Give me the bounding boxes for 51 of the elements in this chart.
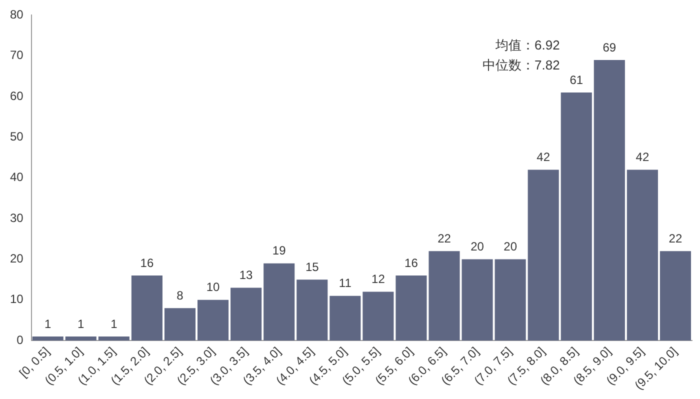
bar [362,292,394,341]
data-label: 22 [438,231,452,246]
data-label: 11 [338,276,352,290]
data-label: 69 [602,40,616,54]
y-tick-label: 20 [10,252,24,266]
bar [131,276,162,341]
data-label: 42 [636,150,650,164]
data-label: 13 [239,268,254,282]
bar [528,170,559,341]
data-label: 22 [668,231,682,246]
data-label: 42 [536,150,550,164]
data-label: 12 [372,272,386,286]
data-label: 8 [176,288,184,302]
data-label: 16 [140,256,154,270]
y-tick-label: 10 [10,292,24,306]
bar [264,263,295,341]
y-tick-label: 0 [16,332,24,347]
data-label: 20 [470,240,484,254]
bar [396,276,427,341]
bar [98,336,130,341]
annotation: 均值：6.92 [494,38,560,53]
y-tick-label: 30 [10,210,24,225]
bar [560,92,592,341]
data-label: 1 [110,316,118,331]
bar [462,259,493,341]
bar [32,336,64,341]
bar [164,308,196,341]
annotation: 中位数：7.82 [482,58,560,73]
bar [660,251,692,341]
data-label: 61 [570,72,584,87]
data-label: 1 [78,316,85,331]
y-tick-label: 70 [10,48,24,62]
bar [65,336,96,341]
data-label: 15 [305,260,320,274]
bar [198,300,229,341]
data-label: 19 [272,244,286,258]
bar [626,170,658,341]
bar [330,296,361,341]
data-label: 20 [504,240,518,254]
data-label: 10 [206,280,220,294]
y-tick-label: 60 [10,88,24,103]
bar [230,288,262,341]
bar [594,60,625,341]
y-tick-label: 50 [10,130,24,144]
bar [494,259,526,341]
y-tick-label: 40 [10,170,24,184]
data-label: 16 [404,256,418,270]
y-tick-label: 80 [10,8,24,22]
data-label: 1 [44,316,52,331]
bar [428,251,460,341]
bar [296,280,328,341]
